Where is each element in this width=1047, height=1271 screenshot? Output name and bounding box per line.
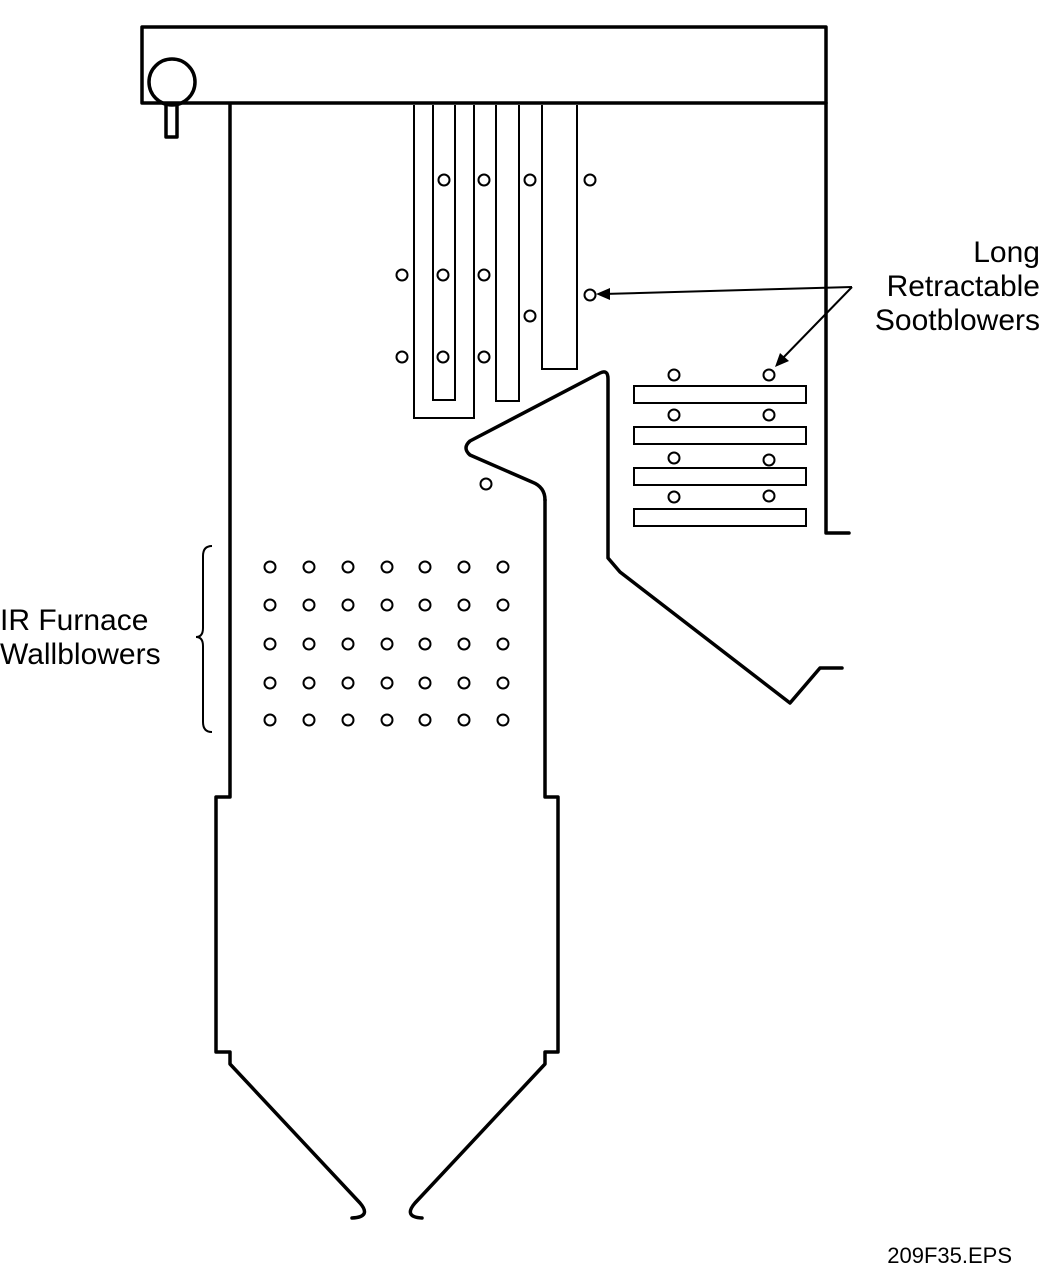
ir-wallblower [302,637,316,651]
long-retractable-sootblower [477,268,491,282]
ir-wallblower [263,598,277,612]
ir-wallblower [418,560,432,574]
ir-wallblower [418,598,432,612]
tube-bank [633,467,807,486]
tube-bank [633,385,807,404]
tube-bank [633,508,807,527]
ir-wallblower [496,598,510,612]
ir-wallblower [418,637,432,651]
ir-wallblower [457,560,471,574]
figure-id: 209F35.EPS [887,1243,1012,1268]
long-retractable-sootblower [667,368,681,382]
top-header-box [140,25,828,105]
ir-wallblower [496,637,510,651]
label-line: IR Furnace [0,604,149,637]
ir-wallblower [457,598,471,612]
ir-wallblower [496,560,510,574]
ir-wallblower [418,676,432,690]
furnace-left-wall [214,103,367,1220]
ir-wallblower [457,713,471,727]
long-retractable-sootblower [762,368,776,382]
long-retractable-sootblower [762,408,776,422]
label-line: Sootblowers [874,304,1040,337]
label-line: Wallblowers [0,638,161,671]
long-retractable-sootblowers-label: Long Retractable Sootblowers [800,236,1040,338]
ir-wallblower [302,598,316,612]
ir-wallblower [341,560,355,574]
ir-bracket [195,545,213,733]
long-retractable-sootblower [477,350,491,364]
pendant-inner-tube [432,105,456,401]
ir-wallblower [496,676,510,690]
long-retractable-sootblower [523,309,537,323]
long-retractable-sootblower [523,173,537,187]
long-retractable-sootblower [437,173,451,187]
long-retractable-sootblower [477,173,491,187]
arrowhead [775,353,789,367]
back-pass-wall [824,101,851,535]
long-retractable-sootblower [395,268,409,282]
ir-wallblower [341,637,355,651]
ir-wallblower [496,713,510,727]
ir-wallblower [302,676,316,690]
ir-wallblower [457,676,471,690]
ir-wallblower [380,676,394,690]
pendant-tube [541,105,578,370]
ir-wallblower [302,560,316,574]
long-retractable-sootblower [583,173,597,187]
ir-wallblower [418,713,432,727]
furnace-right-wall [408,498,560,1220]
long-retractable-sootblower [436,350,450,364]
long-retractable-sootblower [667,451,681,465]
ir-wallblower [302,713,316,727]
ir-wallblower [263,713,277,727]
pendant-tube [495,105,520,402]
long-retractable-sootblower [762,489,776,503]
long-retractable-sootblower [395,350,409,364]
ir-wallblower [457,637,471,651]
ir-wallblower [380,598,394,612]
long-retractable-sootblower [479,477,493,491]
arrowhead [596,288,610,300]
ir-wallblower [341,713,355,727]
leader-arrow [779,286,853,362]
label-line: Retractable [886,270,1040,303]
pendant-u-tube [413,105,475,419]
drum-downcomer [164,103,179,139]
ir-wallblower [263,676,277,690]
long-retractable-sootblower [436,268,450,282]
long-retractable-sootblower [762,453,776,467]
leader-arrow [602,286,853,295]
ir-wallblower [380,637,394,651]
ir-wallblower [380,560,394,574]
ir-wallblower [380,713,394,727]
ir-wallblower [341,676,355,690]
ir-wallblower [341,598,355,612]
long-retractable-sootblower [583,288,597,302]
ir-wallblower [263,560,277,574]
label-line: Long [973,236,1040,269]
long-retractable-sootblower [667,408,681,422]
ir-wallblower [263,637,277,651]
long-retractable-sootblower [667,490,681,504]
ir-furnace-wallblowers-label: IR Furnace Wallblowers [0,604,200,672]
tube-bank [633,426,807,445]
steam-drum [147,57,197,107]
furnace-nose [464,370,844,705]
